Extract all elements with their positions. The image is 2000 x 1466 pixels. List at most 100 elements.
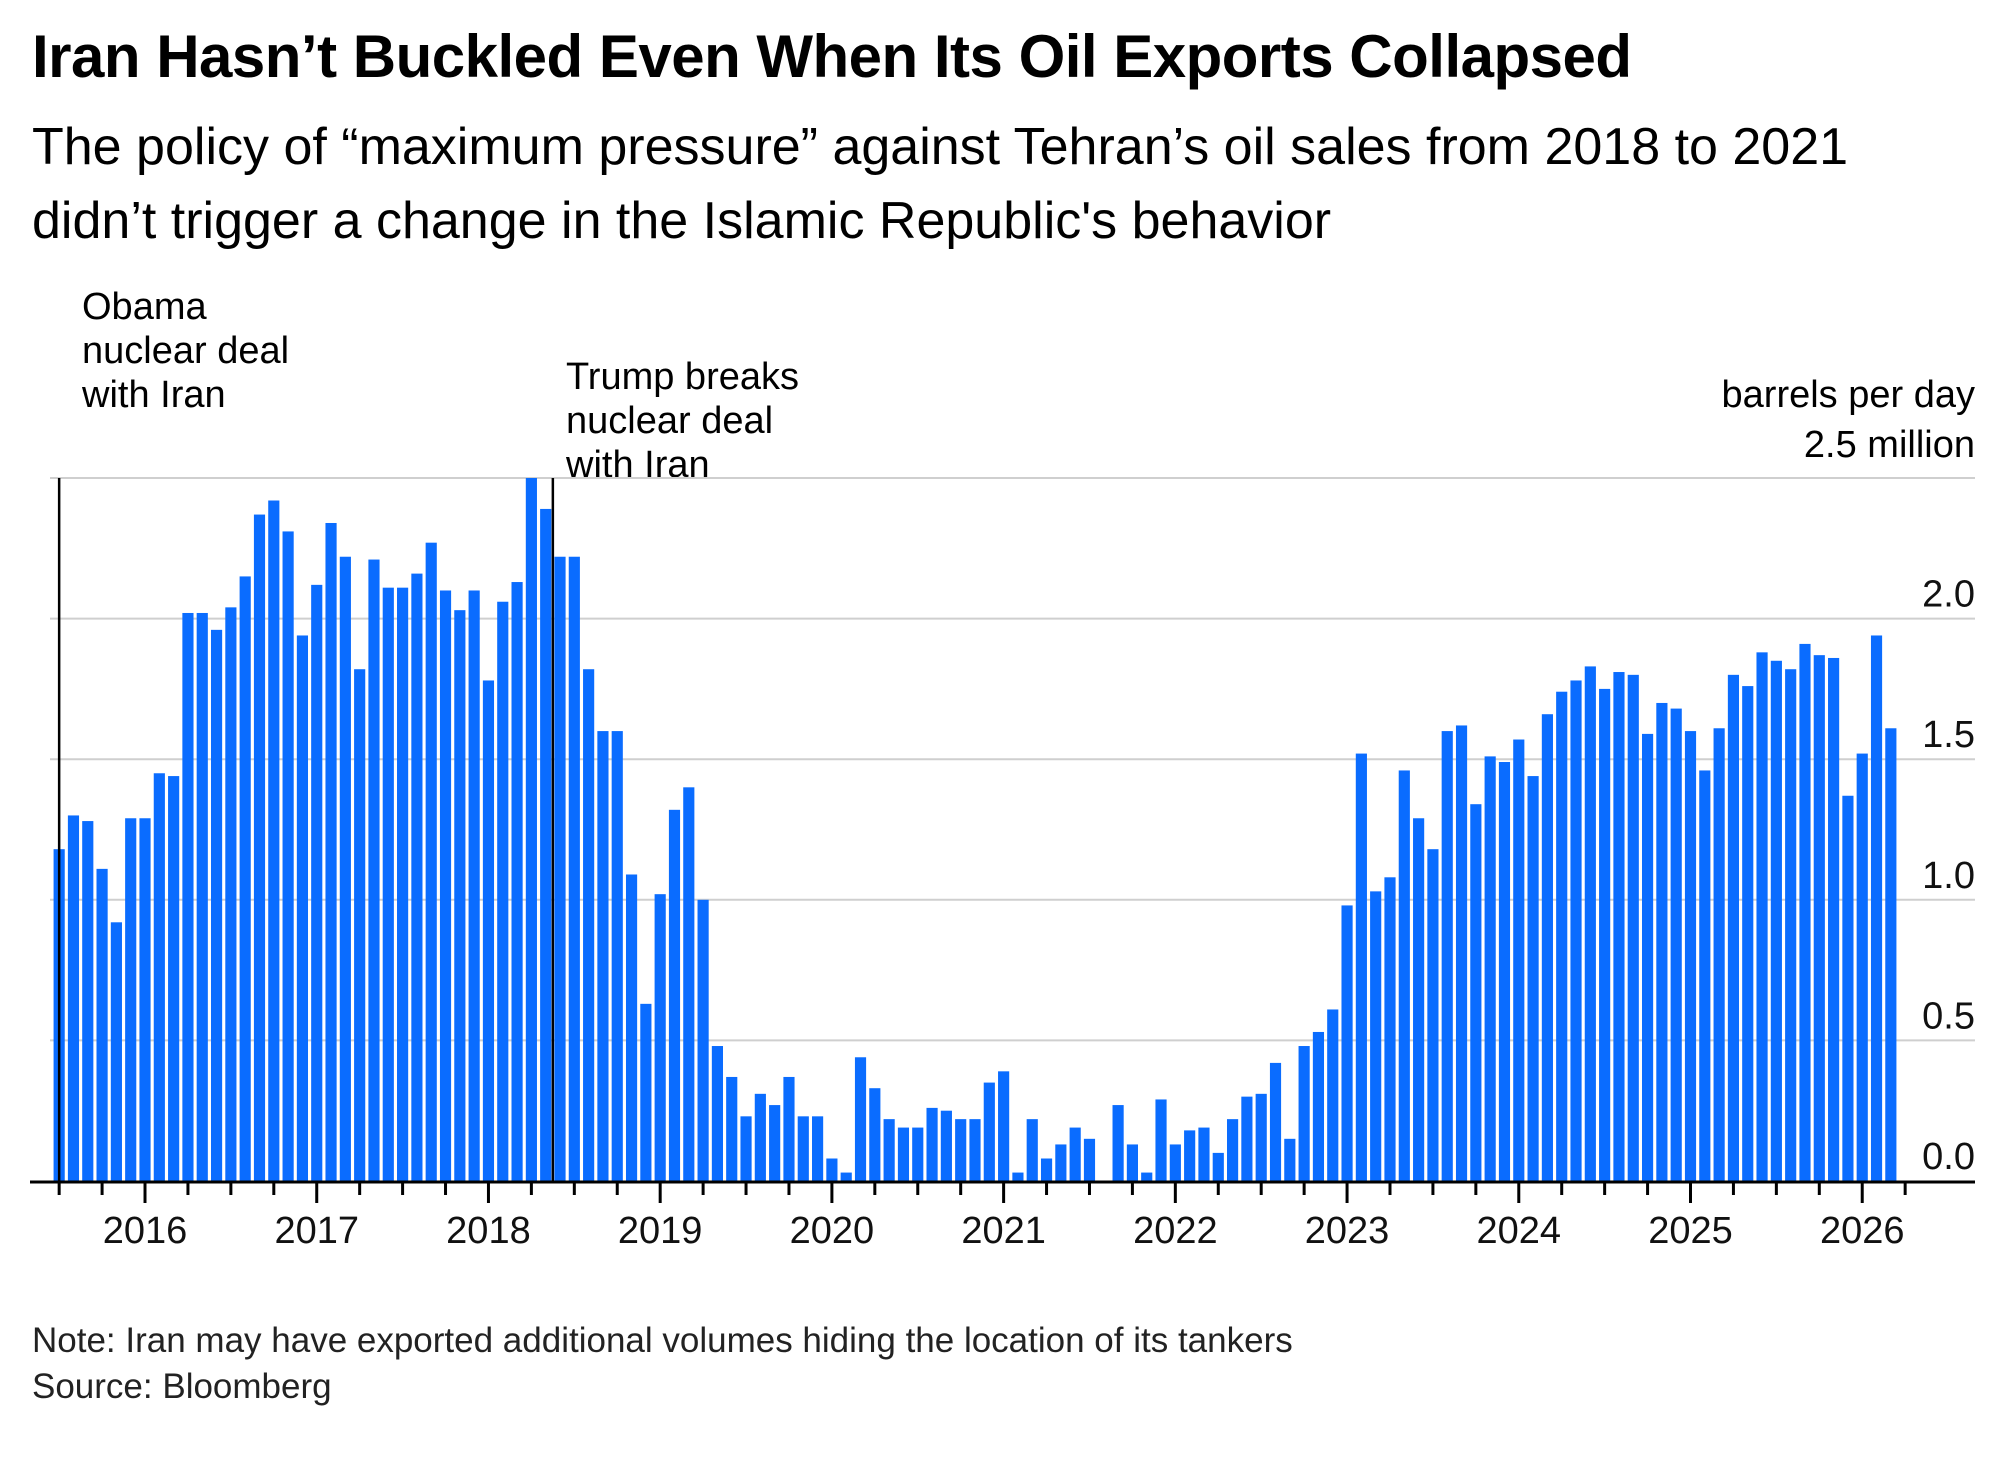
bar (1527, 776, 1539, 1181)
bar (1699, 770, 1711, 1181)
y-tick-label: 0.0 (1922, 1136, 1975, 1178)
bar (268, 500, 280, 1182)
bar (1241, 1096, 1253, 1181)
bar (1556, 691, 1568, 1181)
annotation-obama-deal: Obama nuclear deal with Iran (82, 286, 290, 416)
bar (511, 582, 523, 1181)
bar (540, 508, 552, 1181)
chart-title: Iran Hasn’t Buckled Even When Its Oil Ex… (32, 23, 1632, 90)
bar (382, 587, 394, 1181)
bar (940, 1110, 952, 1181)
source-line: Source: Bloomberg (32, 1367, 332, 1406)
y-axis-unit: barrels per day 2.5 million (1722, 370, 1975, 470)
bar (1083, 1138, 1096, 1181)
y-tick-label: 1.5 (1922, 714, 1975, 756)
chart-footer: Note: Iran may have exported additional … (32, 1318, 1293, 1410)
x-tick-label: 2026 (1820, 1210, 1905, 1252)
bar (1355, 753, 1367, 1181)
bar (253, 514, 266, 1181)
bar (1885, 728, 1897, 1181)
bar (726, 1076, 738, 1181)
bar (1255, 1093, 1267, 1181)
bar (1584, 666, 1596, 1181)
bar (883, 1119, 895, 1181)
x-tick-label: 2021 (961, 1210, 1046, 1252)
bar (1670, 708, 1682, 1181)
x-tick-label: 2024 (1477, 1210, 1562, 1252)
x-tick-label: 2025 (1648, 1210, 1733, 1252)
bar (983, 1082, 995, 1181)
bar (182, 612, 194, 1181)
bar (1828, 657, 1840, 1181)
bar (1470, 804, 1482, 1181)
bar (697, 899, 709, 1181)
bar (454, 610, 466, 1181)
y-tick-label: 0.5 (1922, 995, 1975, 1037)
bar (554, 556, 566, 1181)
bar (711, 1046, 723, 1181)
bar (611, 731, 623, 1181)
bar (1284, 1138, 1296, 1181)
bar (1212, 1152, 1224, 1181)
bar (282, 531, 294, 1181)
bar (869, 1088, 881, 1181)
bar (1269, 1062, 1282, 1181)
bar (225, 607, 237, 1181)
bar (654, 894, 666, 1181)
bar (1813, 655, 1825, 1181)
bar (497, 601, 509, 1181)
bar (325, 522, 337, 1181)
bar (168, 776, 180, 1181)
x-tick-label: 2019 (618, 1210, 703, 1252)
bar (1599, 688, 1611, 1181)
bar (1398, 770, 1410, 1181)
bar (1756, 652, 1768, 1181)
bar (1069, 1127, 1081, 1181)
bar (525, 478, 537, 1181)
bar (1627, 674, 1639, 1181)
bar (1370, 891, 1382, 1181)
bar (1513, 739, 1525, 1181)
bar (740, 1116, 752, 1181)
bar (196, 612, 208, 1181)
bar (1126, 1144, 1138, 1181)
bar (67, 815, 80, 1181)
bar (754, 1093, 766, 1181)
bar (1198, 1127, 1210, 1181)
x-tick-label: 2016 (103, 1210, 188, 1252)
bar (397, 587, 409, 1181)
bar (583, 669, 595, 1181)
bar (482, 680, 495, 1181)
chart-subtitle: The policy of “maximum pressure” against… (32, 118, 1849, 250)
bar (296, 635, 309, 1181)
bar (769, 1105, 781, 1181)
bar (1613, 672, 1625, 1181)
bar (1155, 1099, 1167, 1181)
bar (1842, 795, 1854, 1181)
x-tick-label: 2020 (790, 1210, 875, 1252)
bar (926, 1107, 938, 1181)
x-tick-label: 2022 (1133, 1210, 1218, 1252)
bar (1441, 731, 1453, 1181)
bar (210, 629, 223, 1181)
bar (640, 1003, 652, 1181)
bar (1298, 1046, 1310, 1181)
bar (854, 1057, 867, 1181)
bar (1785, 669, 1797, 1181)
bar (82, 821, 94, 1181)
bar (683, 787, 695, 1181)
bar (1799, 643, 1811, 1181)
bar (425, 542, 437, 1181)
bar (1656, 702, 1668, 1181)
bar (1870, 635, 1883, 1181)
x-tick-label: 2018 (446, 1210, 531, 1252)
bar (783, 1076, 795, 1181)
bar (812, 1116, 824, 1181)
bar (1856, 753, 1868, 1181)
bar (239, 576, 251, 1181)
bar (955, 1119, 967, 1181)
bar (1498, 762, 1511, 1181)
bar (153, 773, 165, 1181)
bar (826, 1158, 838, 1181)
bar (354, 669, 366, 1181)
